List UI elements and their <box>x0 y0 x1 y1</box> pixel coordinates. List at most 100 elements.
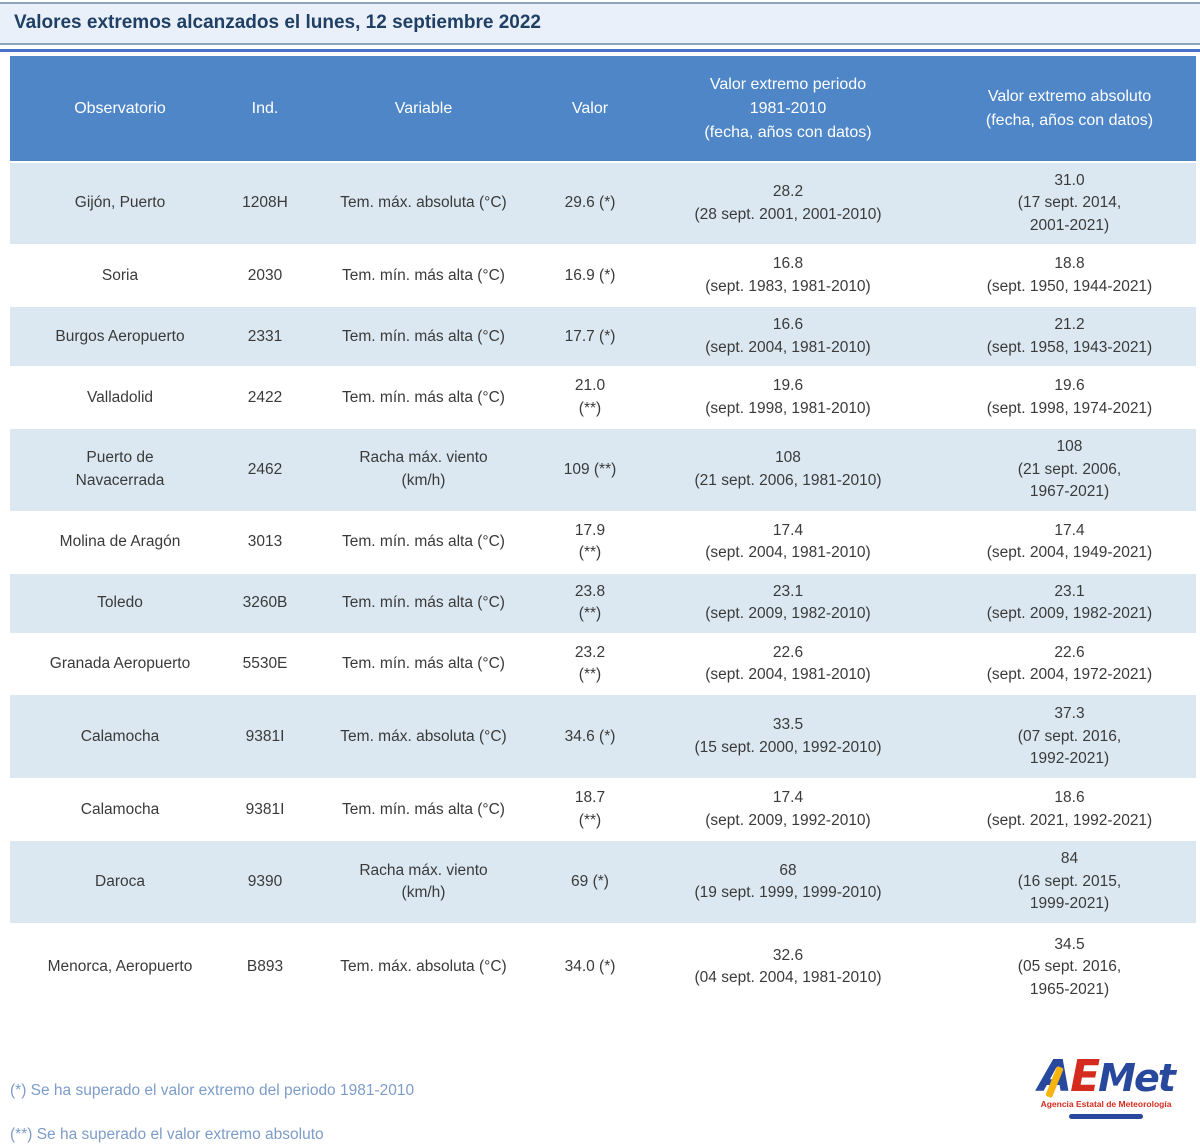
cell-variable: Tem. mín. más alta (°C) <box>342 388 505 406</box>
cell-extremo-absoluto: 31.0 (17 sept. 2014, 2001-2021) <box>1017 172 1122 234</box>
cell-ind: 3013 <box>247 532 283 550</box>
cell-ind: 3260B <box>242 593 288 611</box>
cell-extremo-absoluto: 37.3 (07 sept. 2016, 1992-2021) <box>1017 705 1122 768</box>
cell-ind: 9390 <box>247 872 283 890</box>
cell-observatorio: Soria <box>101 266 139 284</box>
cell-variable: Tem. mín. más alta (°C) <box>342 532 505 550</box>
cell-valor: 23.2 (**) <box>574 643 606 683</box>
cell-valor: 17.7 (*) <box>564 327 616 345</box>
cell-observatorio: Valladolid <box>86 388 154 406</box>
aemet-logo: AEMet Agencia Estatal de Meteorología <box>1026 1054 1186 1119</box>
cell-valor: 34.6 (*) <box>564 727 616 745</box>
cell-extremo-absoluto: 18.6 (sept. 2021, 1992-2021) <box>986 789 1153 829</box>
logo-underline-bar <box>1069 1113 1143 1119</box>
cell-extremo-periodo: 23.1 (sept. 2009, 1982-2010) <box>705 582 871 623</box>
cell-observatorio: Calamocha <box>80 727 160 745</box>
cell-variable: Tem. máx. absoluta (°C) <box>340 727 507 745</box>
table-row: Gijón, Puerto 1208H Tem. máx. absoluta (… <box>10 161 1196 245</box>
cell-observatorio: Menorca, Aeropuerto <box>47 958 193 976</box>
table-row: Soria 2030 Tem. mín. más alta (°C) 16.9 … <box>10 244 1196 305</box>
cell-extremo-periodo: 108 (21 sept. 2006, 1981-2010) <box>694 449 882 489</box>
cell-variable: Tem. máx. absoluta (°C) <box>340 194 507 212</box>
cell-valor: 23.8 (**) <box>574 582 606 623</box>
cell-variable: Racha máx. viento (km/h) <box>359 861 488 902</box>
cell-observatorio: Puerto de Navacerrada <box>75 449 165 489</box>
cell-extremo-periodo: 16.6 (sept. 2004, 1981-2010) <box>705 316 871 356</box>
header-valor: Valor <box>571 99 609 117</box>
cell-observatorio: Daroca <box>95 872 145 890</box>
cell-extremo-periodo: 19.6 (sept. 1998, 1981-2010) <box>705 377 871 417</box>
logo-letters-met: Met <box>1098 1055 1176 1100</box>
cell-variable: Tem. mín. más alta (°C) <box>342 593 505 611</box>
table-row: Calamocha 9381I Tem. máx. absoluta (°C) … <box>10 693 1196 779</box>
cell-ind: 2422 <box>247 388 283 406</box>
table-header-row: Observatorio Ind. Variable Valor Valor e… <box>10 56 1196 161</box>
cell-extremo-absoluto: 108 (21 sept. 2006, 1967-2021) <box>1017 438 1122 501</box>
cell-extremo-periodo: 16.8 (sept. 1983, 1981-2010) <box>705 255 871 295</box>
footnote-periodo: (*) Se ha superado el valor extremo del … <box>10 1081 415 1099</box>
cell-observatorio: Gijón, Puerto <box>74 194 166 212</box>
cell-extremo-periodo: 22.6 (sept. 2004, 1981-2010) <box>705 643 871 683</box>
header-observatorio: Observatorio <box>74 99 166 117</box>
page-title: Valores extremos alcanzados el lunes, 12… <box>14 12 541 33</box>
cell-observatorio: Granada Aeropuerto <box>49 654 191 672</box>
cell-extremo-periodo: 68 (19 sept. 1999, 1999-2010) <box>694 861 882 902</box>
cell-observatorio: Molina de Aragón <box>59 532 181 550</box>
divider-rule <box>0 49 1200 52</box>
footer: (*) Se ha superado el valor extremo del … <box>0 1054 1200 1144</box>
cell-extremo-periodo: 28.2 (28 sept. 2001, 2001-2010) <box>694 183 882 223</box>
cell-observatorio: Toledo <box>97 593 143 611</box>
cell-extremo-absoluto: 23.1 (sept. 2009, 1982-2021) <box>986 582 1153 623</box>
cell-extremo-absoluto: 84 (16 sept. 2015, 1999-2021) <box>1017 850 1122 913</box>
cell-extremo-periodo: 32.6 (04 sept. 2004, 1981-2010) <box>694 946 882 987</box>
cell-ind: B893 <box>246 958 284 976</box>
cell-valor: 109 (**) <box>563 460 617 478</box>
cell-extremo-periodo: 17.4 (sept. 2009, 1992-2010) <box>705 789 871 829</box>
cell-valor: 29.6 (*) <box>564 194 616 212</box>
cell-extremo-absoluto: 21.2 (sept. 1958, 1943-2021) <box>986 316 1153 356</box>
cell-variable: Tem. mín. más alta (°C) <box>342 266 505 284</box>
cell-extremo-periodo: 33.5 (15 sept. 2000, 1992-2010) <box>694 716 882 756</box>
cell-extremo-periodo: 17.4 (sept. 2004, 1981-2010) <box>705 521 871 562</box>
table-row: Menorca, Aeropuerto B893 Tem. máx. absol… <box>10 922 1196 1010</box>
table-row: Granada Aeropuerto 5530E Tem. mín. más a… <box>10 632 1196 694</box>
cell-variable: Racha máx. viento (km/h) <box>359 449 488 489</box>
footnotes: (*) Se ha superado el valor extremo del … <box>10 1056 414 1144</box>
table-row: Valladolid 2422 Tem. mín. más alta (°C) … <box>10 366 1196 427</box>
cell-ind: 2030 <box>247 266 283 284</box>
cell-valor: 17.9 (**) <box>574 521 606 562</box>
extremes-table: Observatorio Ind. Variable Valor Valor e… <box>10 56 1196 1010</box>
header-extremo-periodo: Valor extremo periodo 1981-2010 (fecha, … <box>704 75 872 141</box>
table-row: Molina de Aragón 3013 Tem. mín. más alta… <box>10 510 1196 572</box>
cell-valor: 21.0 (**) <box>574 377 606 417</box>
logo-letter-e: E <box>1070 1050 1100 1102</box>
cell-extremo-absoluto: 22.6 (sept. 2004, 1972-2021) <box>986 643 1153 683</box>
cell-variable: Tem. mín. más alta (°C) <box>342 800 505 818</box>
table-row: Calamocha 9381I Tem. mín. más alta (°C) … <box>10 778 1196 839</box>
cell-valor: 34.0 (*) <box>564 958 616 976</box>
cell-observatorio: Calamocha <box>80 800 160 818</box>
cell-extremo-absoluto: 17.4 (sept. 2004, 1949-2021) <box>986 521 1153 562</box>
aemet-logo-wordmark: AEMet <box>1038 1054 1176 1100</box>
title-bar: Valores extremos alcanzados el lunes, 12… <box>0 2 1200 45</box>
cell-ind: 2331 <box>247 327 283 345</box>
cell-ind: 2462 <box>247 460 283 478</box>
cell-valor: 18.7 (**) <box>574 789 606 829</box>
cell-variable: Tem. mín. más alta (°C) <box>342 327 505 345</box>
cell-valor: 16.9 (*) <box>564 266 616 284</box>
table-row: Daroca 9390 Racha máx. viento (km/h) 69 … <box>10 839 1196 923</box>
cell-valor: 69 (*) <box>571 872 609 890</box>
cell-ind: 1208H <box>242 194 288 212</box>
cell-variable: Tem. máx. absoluta (°C) <box>340 958 507 976</box>
cell-ind: 9381I <box>245 727 285 745</box>
cell-observatorio: Burgos Aeropuerto <box>55 327 185 345</box>
header-extremo-absoluto: Valor extremo absoluto (fecha, años con … <box>985 87 1154 129</box>
footnote-absoluto: (**) Se ha superado el valor extremo abs… <box>10 1125 324 1143</box>
table-row: Burgos Aeropuerto 2331 Tem. mín. más alt… <box>10 305 1196 367</box>
cell-extremo-absoluto: 34.5 (05 sept. 2016, 1965-2021) <box>1017 935 1122 998</box>
table-row: Puerto de Navacerrada 2462 Racha máx. vi… <box>10 427 1196 511</box>
table-row: Toledo 3260B Tem. mín. más alta (°C) 23.… <box>10 571 1196 633</box>
header-variable: Variable <box>394 99 453 117</box>
cell-extremo-absoluto: 19.6 (sept. 1998, 1974-2021) <box>986 377 1153 417</box>
cell-variable: Tem. mín. más alta (°C) <box>342 654 505 672</box>
